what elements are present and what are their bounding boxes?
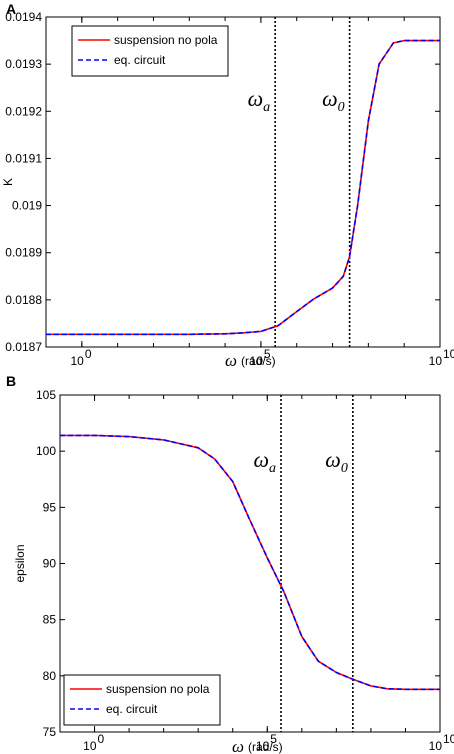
x-axis-symbol: ω [232, 737, 244, 754]
panel-label: B [6, 373, 16, 389]
y-tick-label: 0.0193 [5, 57, 42, 71]
reference-label-sub: 0 [338, 100, 345, 115]
x-tick-base: 10 [256, 739, 270, 753]
reference-label-base: ω [325, 447, 341, 472]
legend-box [63, 674, 221, 726]
x-tick-label: 10 0 [70, 347, 91, 368]
y-tick-label: 75 [43, 725, 57, 739]
x-tick-label: 10 10 [429, 347, 454, 368]
y-tick-label: 0.0191 [5, 151, 42, 165]
y-tick-label: 0.0187 [5, 340, 42, 354]
legend-entry: eq. circuit [114, 53, 166, 67]
legend-entry: eq. circuit [106, 702, 158, 716]
x-tick-exponent: 10 [443, 347, 454, 361]
panel-label: A [6, 1, 16, 17]
x-tick-exponent: 10 [443, 732, 454, 746]
x-tick-base: 10 [70, 354, 84, 368]
x-tick-label: 10 10 [429, 732, 454, 753]
x-axis-unit: (rad/s) [248, 740, 283, 754]
y-tick-label: 95 [43, 500, 57, 514]
y-axis-label: epsilon [13, 544, 27, 582]
y-tick-label: 0.019 [12, 199, 42, 213]
x-tick-base: 10 [83, 739, 97, 753]
x-tick-base: 10 [429, 739, 443, 753]
y-tick-label: 0.0194 [5, 10, 42, 24]
legend: suspension no pola eq. circuit [71, 25, 229, 77]
x-tick-exponent: 0 [85, 347, 92, 361]
x-tick-label: 10 5 [250, 347, 271, 368]
x-tick-base: 10 [250, 354, 264, 368]
x-axis-label: ω (rad/s) [225, 351, 276, 370]
series-line-1 [46, 39, 440, 336]
y-axis-label: K [1, 178, 15, 186]
x-axis-label: ω (rad/s) [232, 737, 283, 754]
reference-label-sub: a [263, 100, 270, 115]
reference-label-base: ω [248, 86, 264, 111]
x-tick-exponent: 5 [270, 732, 277, 746]
y-tick-label: 100 [36, 444, 56, 458]
panel-a: A 0.0187 0.0188 0.0189 0.019 0.0191 0.0192 0.01… [1, 1, 454, 370]
legend: suspension no pola eq. circuit [63, 674, 221, 726]
x-tick-label: 10 5 [256, 732, 277, 753]
legend-box [71, 25, 229, 77]
y-tick-label: 90 [43, 557, 57, 571]
x-tick-base: 10 [429, 354, 443, 368]
legend-entry: suspension no pola [106, 682, 210, 696]
y-tick-label: 85 [43, 613, 57, 627]
x-tick-exponent: 5 [264, 347, 271, 361]
x-tick-exponent: 0 [98, 732, 105, 746]
x-axis-unit: (rad/s) [241, 354, 276, 368]
reference-label-base: ω [322, 86, 338, 111]
reference-label-base: ω [253, 447, 269, 472]
reference-label-sub: 0 [341, 461, 348, 476]
y-tick-label: 0.0189 [5, 246, 42, 260]
series-line-1 [60, 434, 440, 691]
reference-label-sub: a [269, 461, 276, 476]
y-tick-label: 80 [43, 669, 57, 683]
x-axis-symbol: ω [225, 351, 237, 370]
y-tick-label: 0.0192 [5, 104, 42, 118]
y-tick-label: 105 [36, 388, 56, 402]
legend-entry: suspension no pola [114, 33, 218, 47]
y-tick-label: 0.0188 [5, 293, 42, 307]
x-tick-label: 10 0 [83, 732, 104, 753]
